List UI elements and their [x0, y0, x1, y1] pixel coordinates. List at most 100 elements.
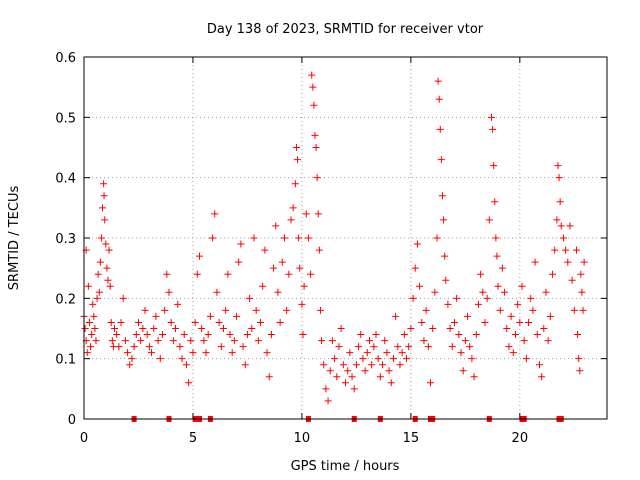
y-tick-label: 0.3 — [55, 232, 76, 247]
data-point — [230, 337, 238, 345]
data-point — [309, 83, 317, 91]
data-point — [310, 101, 318, 109]
data-point — [215, 318, 223, 326]
y-axis-label: SRMTID / TECUs — [7, 186, 22, 291]
data-point — [107, 318, 115, 326]
data-point — [198, 325, 206, 332]
data-point — [418, 318, 426, 326]
data-point — [126, 361, 134, 369]
data-point — [540, 325, 548, 332]
data-point — [134, 318, 142, 326]
data-point — [568, 276, 576, 284]
data-point — [285, 270, 293, 278]
data-point — [314, 210, 322, 218]
data-point — [252, 306, 260, 314]
data-point — [105, 246, 113, 254]
data-point — [233, 312, 241, 320]
data-point — [426, 379, 434, 387]
data-point — [316, 306, 324, 314]
data-point — [259, 282, 267, 290]
data-point — [472, 331, 480, 339]
data-point — [525, 318, 533, 326]
data-point — [554, 162, 562, 170]
data-point — [178, 355, 186, 363]
data-point — [283, 306, 291, 314]
data-point — [137, 337, 145, 345]
data-point — [501, 288, 509, 296]
data-point — [464, 312, 472, 320]
data-point — [576, 367, 584, 375]
data-point — [326, 367, 334, 375]
data-point — [102, 240, 110, 248]
data-point — [270, 264, 278, 272]
data-point — [542, 288, 550, 296]
data-point — [300, 282, 308, 290]
data-point — [315, 246, 323, 254]
data-point — [496, 306, 504, 314]
data-point — [289, 204, 297, 212]
data-point — [446, 325, 454, 332]
data-point — [318, 337, 326, 345]
data-point — [148, 349, 156, 357]
x-tick-label: 0 — [80, 431, 88, 446]
data-point — [308, 71, 316, 79]
data-point — [405, 343, 413, 351]
data-point — [546, 312, 554, 320]
data-point — [372, 331, 380, 339]
data-point — [450, 318, 458, 326]
data-point — [365, 337, 373, 345]
data-point — [261, 246, 269, 254]
data-point — [267, 331, 275, 339]
data-point — [566, 222, 574, 230]
data-point — [294, 156, 302, 164]
data-point — [549, 270, 557, 278]
data-point — [141, 306, 149, 314]
data-point — [128, 355, 136, 363]
data-point — [562, 246, 570, 254]
data-point — [359, 355, 367, 363]
data-point — [257, 318, 265, 326]
data-point — [579, 306, 587, 314]
data-point — [206, 312, 214, 320]
data-point — [241, 361, 249, 369]
data-point — [304, 234, 312, 242]
data-point — [239, 343, 247, 351]
data-point — [81, 325, 89, 332]
data-point — [468, 355, 476, 363]
data-point — [407, 325, 415, 332]
data-point — [158, 331, 166, 339]
data-point — [368, 361, 376, 369]
data-point — [494, 282, 502, 290]
data-point — [488, 113, 496, 121]
data-point — [172, 325, 180, 332]
data-point — [503, 325, 511, 332]
data-point — [87, 343, 95, 351]
data-point — [165, 288, 173, 296]
data-point — [518, 282, 526, 290]
data-point — [398, 349, 406, 357]
data-point — [322, 385, 330, 393]
data-point — [90, 312, 98, 320]
data-point — [174, 300, 182, 308]
data-point — [434, 77, 442, 85]
data-point — [493, 252, 501, 260]
data-point — [355, 343, 363, 351]
data-point — [357, 331, 365, 339]
data-point — [509, 349, 517, 357]
data-point — [313, 174, 321, 182]
data-point — [457, 349, 465, 357]
data-point — [461, 337, 469, 345]
data-point — [574, 331, 582, 339]
data-point — [352, 361, 360, 369]
data-point — [292, 144, 300, 151]
data-point — [250, 234, 258, 242]
data-point — [444, 300, 452, 308]
data-point — [312, 144, 320, 151]
y-tick-label: 0.2 — [55, 292, 76, 307]
data-point — [243, 331, 251, 339]
data-point — [296, 264, 304, 272]
data-point — [176, 343, 184, 351]
data-point — [411, 264, 419, 272]
data-point — [483, 294, 491, 302]
data-point — [217, 343, 225, 351]
